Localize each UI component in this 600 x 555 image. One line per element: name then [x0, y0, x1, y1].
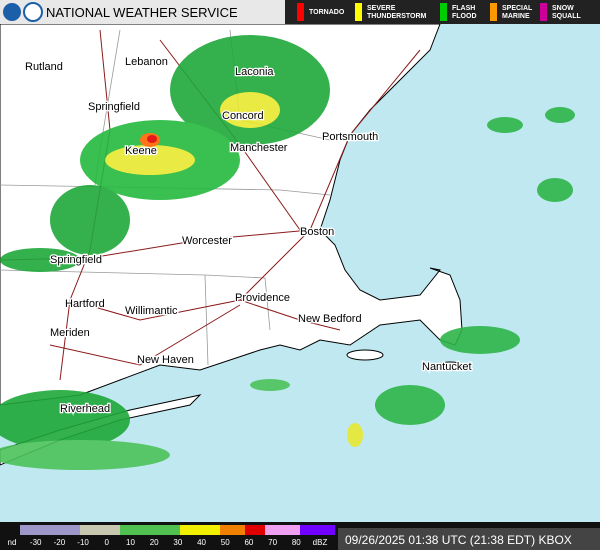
- warning-label: FLOOD: [452, 13, 477, 20]
- warning-swatch: [440, 3, 447, 21]
- warning-label: SQUALL: [552, 13, 582, 20]
- header-title: NATIONAL WEATHER SERVICE: [46, 5, 238, 20]
- city: Laconia: [235, 66, 274, 78]
- marthas-vineyard: [346, 349, 384, 361]
- city: Concord: [222, 110, 264, 122]
- city: Springfield: [50, 254, 102, 266]
- warning-label: FLASH: [452, 5, 475, 12]
- city: New Haven: [137, 354, 194, 366]
- color-scale: [20, 525, 335, 535]
- warning-label: SNOW: [552, 5, 574, 12]
- city: Providence: [235, 292, 290, 304]
- city: Portsmouth: [322, 131, 378, 143]
- scale-label: 60: [244, 538, 253, 547]
- city: Nantucket: [422, 361, 472, 373]
- noaa-logo: [3, 3, 21, 21]
- city: Riverhead: [60, 403, 110, 415]
- nws-logo: [23, 2, 43, 22]
- scale-label: nd: [8, 538, 17, 547]
- city: Worcester: [182, 235, 232, 247]
- city: Springfield: [88, 101, 140, 113]
- scale-label: -30: [30, 538, 42, 547]
- scale-label: -10: [77, 538, 89, 547]
- city: Boston: [300, 226, 334, 238]
- city: Rutland: [25, 61, 63, 73]
- warning-label: MARINE: [502, 13, 530, 20]
- city-labels: Rutland Lebanon Laconia Springfield Conc…: [24, 55, 473, 417]
- radar-echoes: [0, 35, 575, 470]
- warning-label: SEVERE: [367, 5, 396, 12]
- scale-label: -20: [54, 538, 66, 547]
- scale-label: 30: [173, 538, 182, 547]
- city: Lebanon: [125, 56, 168, 68]
- timestamp-box: [338, 528, 600, 550]
- city: Keene: [125, 145, 157, 157]
- city: Manchester: [230, 142, 288, 154]
- scale-label: 0: [105, 538, 110, 547]
- city: New Bedford: [298, 313, 362, 325]
- scale-label: 80: [292, 538, 301, 547]
- scale-label: 70: [268, 538, 277, 547]
- scale-label: 10: [126, 538, 135, 547]
- warning-swatch: [490, 3, 497, 21]
- warning-swatch: [355, 3, 362, 21]
- scale-label: dBZ: [313, 538, 328, 547]
- city: Willimantic: [125, 305, 178, 317]
- city: Meriden: [50, 327, 90, 339]
- warning-swatch: [297, 3, 304, 21]
- warning-label: SPECIAL: [502, 5, 533, 12]
- timestamp: 09/26/2025 01:38 UTC (21:38 EDT) KBOX: [345, 533, 572, 547]
- warning-label: TORNADO: [309, 9, 345, 16]
- warning-swatch: [540, 3, 547, 21]
- city: Hartford: [65, 298, 105, 310]
- header-bar: [0, 0, 285, 24]
- scale-label: 50: [221, 538, 230, 547]
- warning-label: THUNDERSTORM: [367, 13, 427, 20]
- scale-label: 20: [150, 538, 159, 547]
- scale-label: 40: [197, 538, 206, 547]
- nantucket-island: [437, 361, 463, 371]
